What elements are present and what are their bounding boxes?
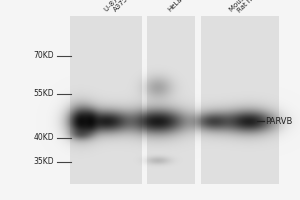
Bar xyxy=(201,16,279,184)
Bar xyxy=(70,16,142,184)
Text: HeLa: HeLa xyxy=(167,0,183,12)
Text: PARVB: PARVB xyxy=(266,116,293,126)
Text: 40KD: 40KD xyxy=(33,134,54,142)
Text: 55KD: 55KD xyxy=(33,90,54,98)
Text: Mouse heart
Rat heart: Mouse heart Rat heart xyxy=(228,0,268,17)
Text: U-87 MG
A375: U-87 MG A375 xyxy=(103,0,134,17)
Text: 70KD: 70KD xyxy=(33,51,54,60)
Bar xyxy=(147,16,195,184)
Text: 35KD: 35KD xyxy=(33,158,54,166)
